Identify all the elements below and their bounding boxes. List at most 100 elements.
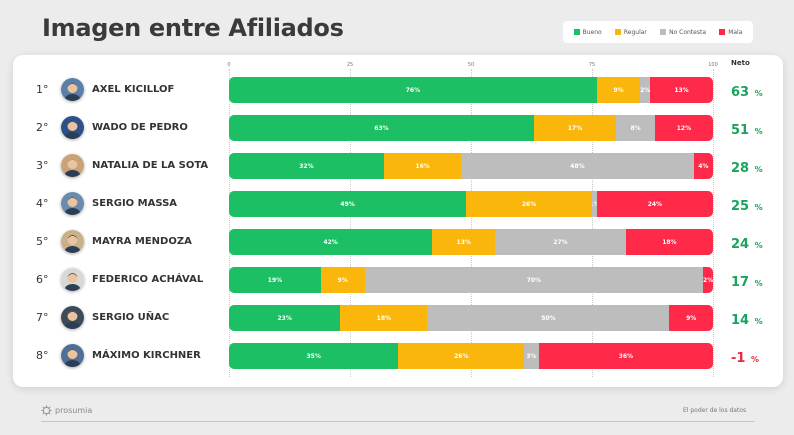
bar-segment-no-contesta: 2% (640, 77, 651, 103)
bar-segment-regular: 9% (596, 77, 641, 103)
legend-swatch-bueno (573, 29, 580, 35)
avatar (61, 78, 84, 101)
bar-segment-no-contesta: 1% (591, 191, 597, 217)
bar-segment-mala: 13% (650, 77, 713, 103)
legend-label-mala: Mala (728, 28, 743, 36)
legend-label-bueno: Bueno (582, 28, 602, 36)
chart-card (13, 55, 783, 387)
rank-label: 2° (36, 121, 49, 134)
neto-percent-sign: % (754, 165, 763, 174)
stacked-bar: 63% 17% 8% 12% (229, 115, 713, 141)
bar-segment-bueno: 49% (229, 191, 467, 217)
x-tick-label: 75 (588, 62, 596, 68)
bar-segment-mala: 9% (669, 305, 713, 331)
chart-row: 4° SERGIO MASSA 49%26%1%24% 25 % (0, 191, 794, 217)
neto-percent-sign: % (754, 89, 763, 98)
neto-percent-sign: % (754, 279, 763, 288)
neto-value: 51 % (731, 119, 763, 138)
bar-segment-no-contesta: 50% (427, 305, 670, 331)
legend-label-regular: Regular (623, 28, 647, 36)
chart-row: 7° SERGIO UÑAC 23% 18% 50% 9% 14 % (0, 305, 794, 331)
chart-row: 5° MAYRA MENDOZA 42% 13% 27% 18% 24 % (0, 229, 794, 255)
legend-item-mala: Mala (719, 29, 742, 36)
legend-swatch-regular (614, 29, 621, 35)
chart-row: 3° NATALIA DE LA SOTA 32% 16% 48% 4% 28 % (0, 153, 794, 179)
avatar (61, 344, 84, 367)
neto-value: -1 % (731, 347, 759, 366)
neto-percent-sign: % (754, 127, 763, 136)
neto-number: 14 (731, 313, 750, 328)
bar-segment-regular: 26% (466, 191, 592, 217)
rank-label: 4° (36, 197, 49, 210)
legend-item-no-contesta: No Contesta (660, 29, 706, 36)
bar-segment-mala: 4% (693, 153, 713, 179)
bar-segment-regular: 17% (533, 115, 617, 141)
footer-brand: prosumia (55, 406, 93, 415)
legend-swatch-no-contesta (660, 29, 667, 35)
bar-segment-bueno: 76% (229, 77, 597, 103)
bar-segment-bueno: 23% (229, 305, 341, 331)
stacked-bar: 32% 16% 48% 4% (229, 153, 713, 179)
bar-segment-mala: 12% (654, 115, 713, 141)
legend-label-no-contesta: No Contesta (669, 28, 707, 36)
neto-number: 28 (731, 161, 750, 176)
neto-header: Neto (731, 59, 750, 67)
gridline (229, 69, 230, 377)
candidate-name: AXEL KICILLOF (92, 84, 175, 95)
neto-percent-sign: % (751, 355, 760, 364)
bar-segment-bueno: 35% (229, 343, 399, 369)
avatar (61, 306, 84, 329)
bar-segment-regular: 16% (383, 153, 462, 179)
stacked-bar: 49%26%1%24% (229, 191, 713, 217)
gridline (471, 69, 472, 377)
chart-row: 1° AXEL KICILLOF 76% 9% 2% 13% 63 % (0, 77, 794, 103)
gridline (713, 69, 714, 377)
avatar (61, 192, 84, 215)
footer-divider (41, 421, 755, 422)
bar-segment-no-contesta: 27% (495, 229, 626, 255)
rank-label: 7° (36, 311, 49, 324)
stacked-bar: 19% 9% 70% 2% (229, 267, 713, 293)
neto-number: 17 (731, 275, 750, 290)
rank-label: 1° (36, 83, 49, 96)
bar-segment-regular: 9% (320, 267, 365, 293)
stacked-bar: 42% 13% 27% 18% (229, 229, 713, 255)
bar-segment-regular: 26% (398, 343, 525, 369)
gridline (592, 69, 593, 377)
bar-segment-bueno: 42% (229, 229, 433, 255)
candidate-name: SERGIO MASSA (92, 198, 178, 209)
rank-label: 6° (36, 273, 49, 286)
neto-number: 51 (731, 123, 750, 138)
legend-item-regular: Regular (614, 28, 647, 36)
legend-item-bueno: Bueno (573, 28, 602, 36)
neto-percent-sign: % (754, 241, 763, 250)
legend: Bueno Regular No Contesta Mala (563, 21, 753, 43)
candidate-name: WADO DE PEDRO (92, 122, 188, 133)
footer-tagline: El poder de los datos (683, 407, 747, 414)
rank-label: 5° (36, 235, 49, 248)
neto-number: -1 (731, 351, 746, 366)
x-tick-label: 0 (227, 62, 231, 68)
bar-segment-bueno: 32% (229, 153, 384, 179)
stacked-bar: 23% 18% 50% 9% (229, 305, 713, 331)
neto-number: 24 (731, 237, 750, 252)
footer-logo: prosumia (41, 405, 92, 416)
bar-segment-regular: 18% (340, 305, 428, 331)
chart-row: 6° FEDERICO ACHÁVAL 19% 9% 70% 2% 17 % (0, 267, 794, 293)
neto-number: 63 (731, 85, 750, 100)
candidate-name: SERGIO UÑAC (92, 312, 170, 323)
x-tick-label: 25 (346, 62, 354, 68)
neto-value: 28 % (731, 157, 763, 176)
chart-row: 2° WADO DE PEDRO 63% 17% 8% 12% 51 % (0, 115, 794, 141)
rank-label: 8° (36, 349, 49, 362)
neto-value: 25 % (731, 195, 763, 214)
bar-segment-regular: 13% (432, 229, 496, 255)
legend-swatch-mala (719, 29, 726, 35)
neto-value: 63 % (731, 81, 763, 100)
rank-label: 3° (36, 159, 49, 172)
candidate-name: FEDERICO ACHÁVAL (92, 274, 204, 285)
bar-segment-mala: 36% (538, 343, 713, 369)
neto-value: 14 % (731, 309, 763, 328)
avatar (61, 154, 84, 177)
neto-number: 25 (731, 199, 750, 214)
